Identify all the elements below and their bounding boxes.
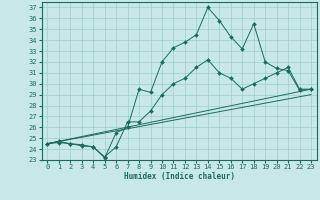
- X-axis label: Humidex (Indice chaleur): Humidex (Indice chaleur): [124, 172, 235, 181]
